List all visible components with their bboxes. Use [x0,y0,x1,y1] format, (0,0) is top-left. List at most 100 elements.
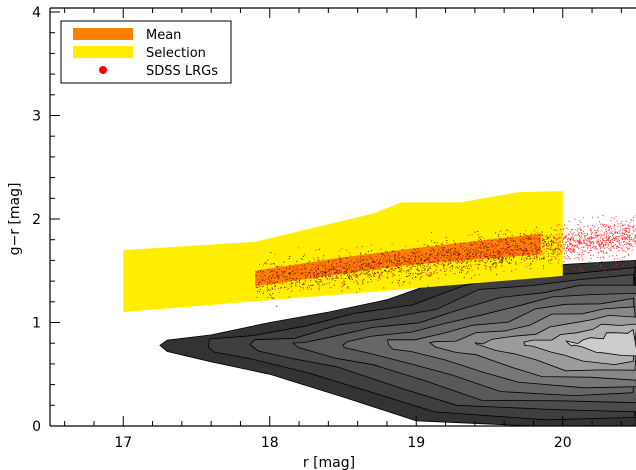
data-point [386,257,388,259]
data-point [506,229,508,231]
data-point [626,243,628,245]
data-point [483,246,485,248]
data-point [532,254,534,256]
data-point [267,289,268,291]
data-point [445,252,447,254]
data-point [408,274,410,276]
data-point [336,278,338,279]
data-point [427,263,429,265]
data-point [337,277,339,279]
data-point [560,228,562,230]
data-point [373,264,375,266]
data-point [489,254,490,256]
data-point [496,255,498,257]
data-point [355,275,357,277]
data-point [516,246,518,248]
data-point [498,255,500,257]
data-point [375,261,377,263]
data-point [479,247,481,249]
data-point [260,271,262,273]
data-point [495,263,497,265]
data-point [520,239,522,241]
data-point [289,265,290,267]
data-point [612,241,614,243]
data-point [403,259,405,261]
data-point [294,270,296,272]
data-point [582,251,583,253]
data-point [510,262,512,264]
data-point [564,243,566,245]
data-point [585,239,587,241]
data-point [257,283,259,285]
data-point [304,271,306,273]
data-point [602,245,604,247]
data-point [417,264,419,266]
data-point [344,278,346,280]
data-point [625,231,627,233]
data-point [431,240,433,242]
data-point [470,248,472,250]
data-point [616,254,618,256]
data-point [401,269,403,271]
data-point [399,263,400,265]
data-point [457,250,459,252]
data-point [407,259,409,261]
data-point [289,272,291,273]
data-point [469,252,471,253]
data-point [551,243,553,245]
data-point [587,234,588,236]
data-point [591,235,593,237]
data-point [288,288,290,290]
data-point [339,258,341,260]
data-point [385,260,387,262]
data-point [521,241,523,242]
data-point [535,249,537,251]
data-point [416,269,418,270]
data-point [483,237,484,239]
data-point [291,282,293,284]
data-point [600,236,602,238]
data-point [592,216,594,218]
data-point [345,257,347,259]
data-point [550,239,552,241]
data-point [297,265,299,267]
data-point [409,282,411,284]
data-point [540,253,541,255]
data-point [453,248,455,250]
data-point [535,248,537,250]
data-point [324,274,326,276]
data-point [555,239,557,241]
data-point [350,259,352,261]
data-point [444,264,446,266]
data-point [577,252,579,254]
data-point [467,259,469,261]
data-point [577,240,579,242]
data-point [634,230,636,232]
data-point [565,247,567,249]
data-point [631,245,633,246]
data-point [434,258,436,260]
data-point [592,237,594,239]
data-point [562,238,564,240]
data-point [498,251,500,253]
data-point [405,245,407,247]
data-point [480,247,482,249]
data-point [391,250,393,252]
data-point [365,264,367,266]
data-point [289,277,291,279]
data-point [377,270,379,272]
data-point [526,250,528,252]
data-point [324,272,326,274]
data-point [387,252,389,253]
data-point [506,243,508,245]
data-point [616,232,618,233]
data-point [398,252,400,254]
data-point [558,236,560,238]
data-point [545,250,547,252]
data-point [330,268,332,270]
data-point [559,241,561,242]
data-point [455,261,457,263]
data-point [483,245,485,247]
data-point [451,265,453,267]
data-point [271,263,273,265]
